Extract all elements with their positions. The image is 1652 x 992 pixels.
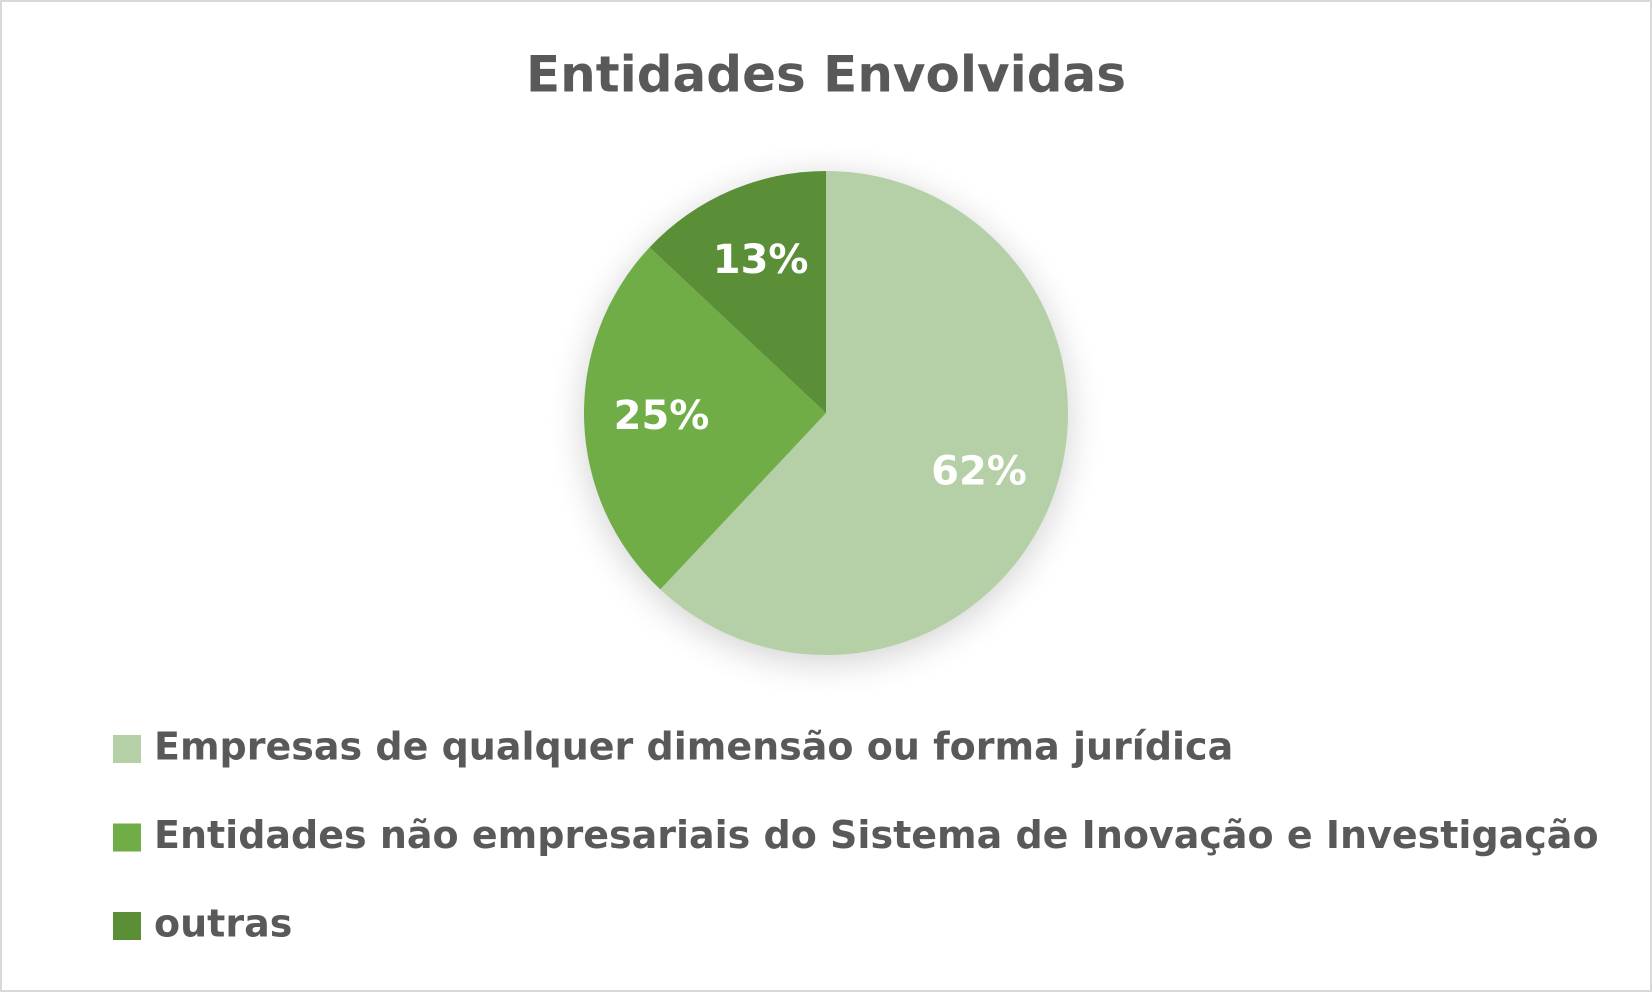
legend-swatch	[113, 823, 141, 852]
data-label: 13%	[713, 237, 809, 283]
data-label: 25%	[614, 393, 710, 439]
pie-slice	[649, 171, 826, 413]
pie-slice	[660, 171, 1068, 656]
legend-label: outras	[154, 902, 292, 946]
legend-label: Empresas de qualquer dimensão ou forma j…	[154, 725, 1233, 769]
chart-title: Entidades Envolvidas	[526, 46, 1126, 104]
data-label: 62%	[931, 449, 1027, 495]
legend-label: Entidades não empresariais do Sistema de…	[154, 813, 1599, 857]
legend-swatch	[113, 735, 141, 763]
legend-swatch	[113, 912, 141, 940]
pie-slice	[584, 247, 826, 590]
